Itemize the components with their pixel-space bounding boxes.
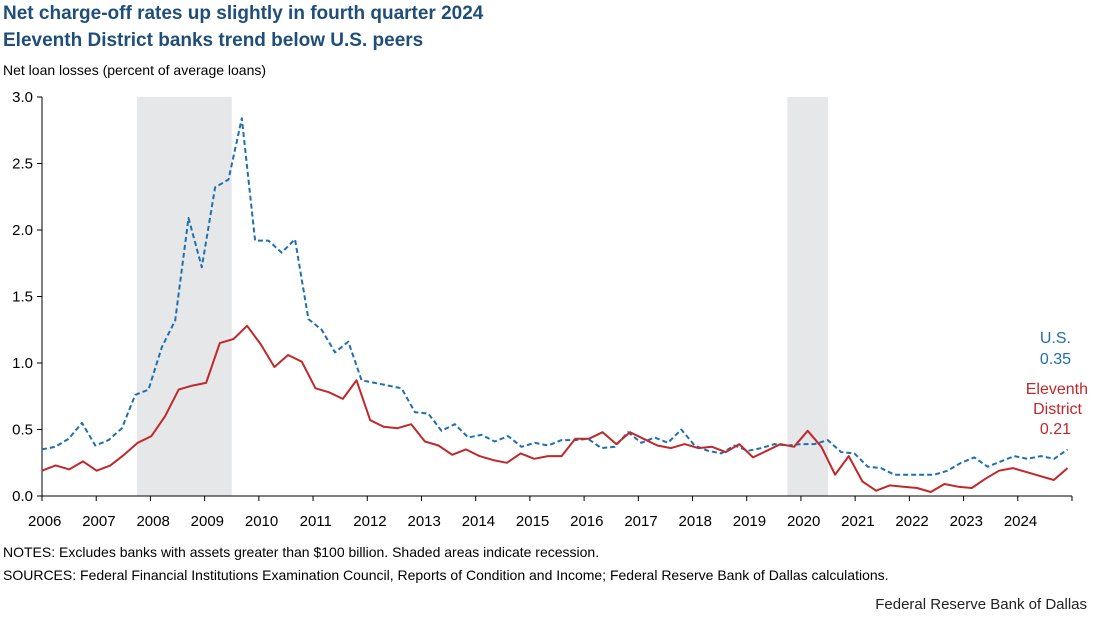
us-last-value-label: 0.35: [1040, 351, 1071, 368]
chart-title: Net charge-off rates up slightly in four…: [3, 3, 484, 24]
x-tick-label: 2016: [570, 513, 603, 530]
chart-series: [41, 117, 1069, 493]
x-tick-label: 2006: [28, 513, 61, 530]
x-tick-label: 2010: [245, 513, 278, 530]
x-tick-label: 2022: [895, 513, 928, 530]
chart-notes: NOTES: Excludes banks with assets greate…: [3, 544, 600, 560]
y-tick-label: 1.5: [12, 289, 33, 306]
us-series-label: U.S.: [1040, 330, 1071, 347]
chart-axes: 0.0 0.5 1.0 1.5 2.0 2.5 3.0 2006 2007 2008 2009 201…: [12, 89, 1073, 530]
x-tick-label: 2020: [787, 513, 820, 530]
x-tick-label: 2011: [300, 513, 332, 530]
recession-bands: [136, 97, 829, 496]
chart-subtitle: Eleventh District banks trend below U.S.…: [3, 30, 424, 51]
x-tick-label: 2008: [136, 513, 169, 530]
x-tick-label: 2021: [841, 513, 874, 530]
x-tick-label: 2019: [733, 513, 766, 530]
series-labels: U.S. 0.35 Eleventh District 0.21: [1026, 330, 1088, 438]
y-axis-label: Net loan losses (percent of average loan…: [3, 62, 267, 78]
x-tick-label: 2009: [191, 513, 224, 530]
x-tick-label: 2023: [950, 513, 983, 530]
x-tick-label: 2024: [1004, 513, 1037, 530]
source-credit: Federal Reserve Bank of Dallas: [875, 596, 1087, 613]
district-series-label-line1: Eleventh: [1026, 381, 1088, 398]
district-series-label-line2: District: [1033, 401, 1082, 418]
us-series-line: [41, 117, 1069, 476]
recession-band-2: [787, 97, 829, 496]
chart-sources: SOURCES: Federal Financial Institutions …: [3, 567, 889, 583]
x-tick-label: 2013: [407, 513, 440, 530]
x-tick-label: 2017: [624, 513, 657, 530]
y-tick-label: 1.0: [12, 355, 33, 372]
recession-band-1: [136, 97, 232, 496]
y-tick-label: 2.0: [12, 222, 33, 239]
district-series-line: [41, 324, 1069, 493]
district-last-value-label: 0.21: [1040, 421, 1071, 438]
x-tick-label: 2012: [353, 513, 386, 530]
y-tick-label: 0.0: [12, 488, 33, 505]
x-tick-label: 2014: [462, 513, 495, 530]
y-tick-label: 2.5: [12, 156, 33, 173]
x-tick-label: 2007: [82, 513, 115, 530]
y-tick-label: 3.0: [12, 89, 33, 106]
x-tick-label: 2015: [516, 513, 549, 530]
y-tick-label: 0.5: [12, 422, 33, 439]
x-tick-label: 2018: [679, 513, 712, 530]
